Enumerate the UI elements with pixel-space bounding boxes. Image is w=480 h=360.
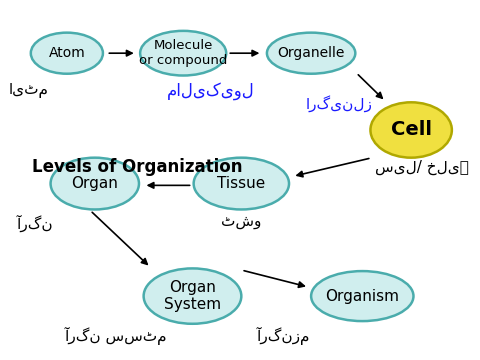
Text: Molecule
or compound: Molecule or compound <box>139 39 228 67</box>
Ellipse shape <box>31 33 103 74</box>
Ellipse shape <box>50 158 139 210</box>
Text: Organism: Organism <box>325 289 399 303</box>
Text: Organelle: Organelle <box>277 46 345 60</box>
Text: Organ
System: Organ System <box>164 280 221 312</box>
Ellipse shape <box>267 33 355 74</box>
Text: Cell: Cell <box>391 121 432 139</box>
Ellipse shape <box>371 102 452 158</box>
Ellipse shape <box>311 271 413 321</box>
Text: ایٹم: ایٹم <box>8 83 48 98</box>
Text: ارگینلز: ارگینلز <box>306 95 372 112</box>
Text: Organ: Organ <box>72 176 118 191</box>
Text: آرگن: آرگن <box>16 214 53 231</box>
Ellipse shape <box>193 158 289 210</box>
Ellipse shape <box>140 31 226 76</box>
Text: مالیکیول: مالیکیول <box>167 82 255 100</box>
Text: سیل/ خلیہ: سیل/ خلیہ <box>375 160 469 175</box>
Text: آرگن سسٹم: آرگن سسٹم <box>64 328 167 346</box>
Text: Levels of Organization: Levels of Organization <box>32 158 242 176</box>
Text: Tissue: Tissue <box>217 176 265 191</box>
Ellipse shape <box>144 269 241 324</box>
Text: Atom: Atom <box>48 46 85 60</box>
Text: ٹشو: ٹشو <box>221 213 262 229</box>
Text: آرگنزم: آرگنزم <box>256 328 310 346</box>
